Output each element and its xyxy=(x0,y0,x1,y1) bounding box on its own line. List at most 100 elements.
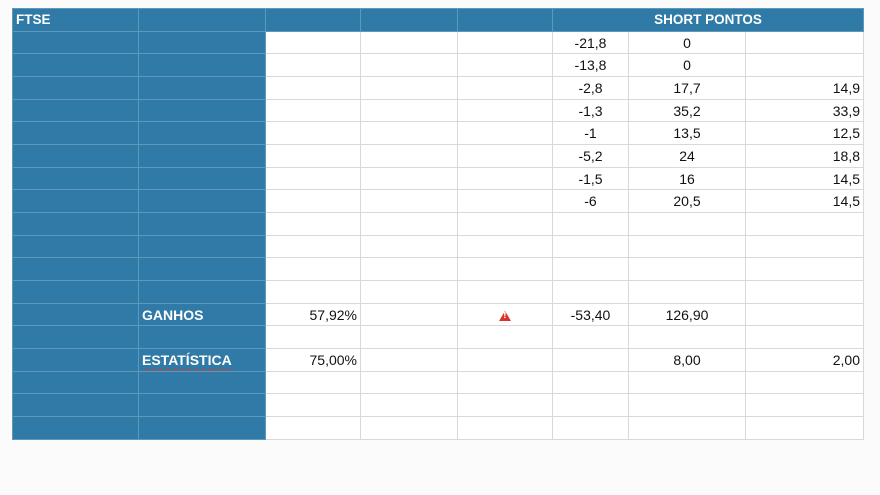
cell[interactable] xyxy=(457,348,553,372)
cell[interactable] xyxy=(360,416,458,440)
cell[interactable] xyxy=(745,234,864,259)
short-pontos-header-cell[interactable]: SHORT PONTOS xyxy=(552,8,864,32)
cell[interactable] xyxy=(265,325,361,350)
cell[interactable] xyxy=(457,325,553,350)
cell[interactable] xyxy=(628,257,746,282)
cell[interactable] xyxy=(265,98,361,123)
cell[interactable] xyxy=(138,280,266,304)
cell[interactable] xyxy=(138,189,266,214)
cell[interactable]: 20,5 xyxy=(628,189,746,214)
cell[interactable] xyxy=(745,280,864,304)
cell[interactable]: 13,5 xyxy=(628,121,746,146)
cell[interactable] xyxy=(360,257,458,282)
cell[interactable] xyxy=(138,144,266,168)
cell[interactable] xyxy=(265,257,361,282)
cell[interactable] xyxy=(745,325,864,350)
cell[interactable]: 14,9 xyxy=(745,76,864,100)
cell[interactable] xyxy=(457,166,553,191)
cell[interactable] xyxy=(138,257,266,282)
cell[interactable] xyxy=(360,302,458,327)
cell[interactable] xyxy=(457,98,553,123)
cell[interactable] xyxy=(138,121,266,146)
cell[interactable] xyxy=(265,189,361,214)
cell[interactable] xyxy=(360,30,458,55)
cell[interactable] xyxy=(265,212,361,236)
cell[interactable] xyxy=(265,370,361,395)
cell[interactable]: -6 xyxy=(552,189,629,214)
cell[interactable] xyxy=(628,234,746,259)
cell[interactable] xyxy=(12,280,139,304)
cell[interactable]: -1,5 xyxy=(552,166,629,191)
cell[interactable] xyxy=(457,53,553,78)
cell[interactable] xyxy=(628,370,746,395)
cell[interactable] xyxy=(628,393,746,418)
cell[interactable] xyxy=(745,416,864,440)
cell[interactable]: 33,9 xyxy=(745,98,864,123)
cell[interactable] xyxy=(745,393,864,418)
cell[interactable]: -5,2 xyxy=(552,144,629,168)
cell[interactable] xyxy=(457,76,553,100)
cell[interactable] xyxy=(360,189,458,214)
cell[interactable] xyxy=(12,212,139,236)
cell[interactable] xyxy=(457,416,553,440)
cell[interactable] xyxy=(745,212,864,236)
ganhos-value-1[interactable]: -53,40 xyxy=(552,302,629,327)
cell[interactable]: -1 xyxy=(552,121,629,146)
cell[interactable] xyxy=(360,98,458,123)
cell[interactable]: -21,8 xyxy=(552,30,629,55)
cell[interactable]: -13,8 xyxy=(552,53,629,78)
cell[interactable] xyxy=(360,348,458,372)
cell[interactable] xyxy=(12,348,139,372)
header-cell[interactable] xyxy=(265,8,361,32)
cell[interactable] xyxy=(12,370,139,395)
cell[interactable] xyxy=(360,393,458,418)
cell[interactable] xyxy=(12,166,139,191)
cell[interactable] xyxy=(138,30,266,55)
cell[interactable] xyxy=(745,53,864,78)
cell[interactable] xyxy=(457,30,553,55)
cell[interactable] xyxy=(138,325,266,350)
cell[interactable] xyxy=(12,76,139,100)
cell[interactable] xyxy=(12,302,139,327)
cell[interactable] xyxy=(138,53,266,78)
ganhos-value-2[interactable]: 126,90 xyxy=(628,302,746,327)
cell[interactable] xyxy=(552,348,629,372)
cell[interactable] xyxy=(552,280,629,304)
cell[interactable] xyxy=(457,280,553,304)
cell[interactable] xyxy=(360,76,458,100)
cell[interactable] xyxy=(457,212,553,236)
cell[interactable] xyxy=(360,144,458,168)
estatistica-label[interactable]: ESTATÍSTICA xyxy=(138,348,266,372)
cell[interactable] xyxy=(138,416,266,440)
cell[interactable] xyxy=(552,212,629,236)
cell[interactable] xyxy=(265,166,361,191)
cell[interactable] xyxy=(265,53,361,78)
cell[interactable] xyxy=(745,370,864,395)
cell[interactable] xyxy=(12,257,139,282)
header-cell[interactable] xyxy=(138,8,266,32)
cell[interactable] xyxy=(628,280,746,304)
cell[interactable] xyxy=(12,144,139,168)
estatistica-percent[interactable]: 75,00% xyxy=(265,348,361,372)
cell[interactable] xyxy=(360,166,458,191)
cell[interactable] xyxy=(457,234,553,259)
cell[interactable] xyxy=(12,98,139,123)
cell[interactable] xyxy=(457,121,553,146)
cell[interactable]: 24 xyxy=(628,144,746,168)
cell[interactable] xyxy=(745,257,864,282)
cell[interactable] xyxy=(265,144,361,168)
cell[interactable] xyxy=(138,76,266,100)
cell[interactable] xyxy=(138,234,266,259)
cell[interactable]: -1,3 xyxy=(552,98,629,123)
cell[interactable] xyxy=(552,370,629,395)
cell[interactable] xyxy=(552,325,629,350)
cell[interactable] xyxy=(457,257,553,282)
cell[interactable]: -2,8 xyxy=(552,76,629,100)
cell[interactable] xyxy=(552,393,629,418)
cell[interactable] xyxy=(12,121,139,146)
ftse-header-cell[interactable]: FTSE xyxy=(12,8,139,32)
cell[interactable] xyxy=(457,393,553,418)
cell[interactable] xyxy=(360,370,458,395)
cell[interactable] xyxy=(552,257,629,282)
cell[interactable] xyxy=(12,189,139,214)
